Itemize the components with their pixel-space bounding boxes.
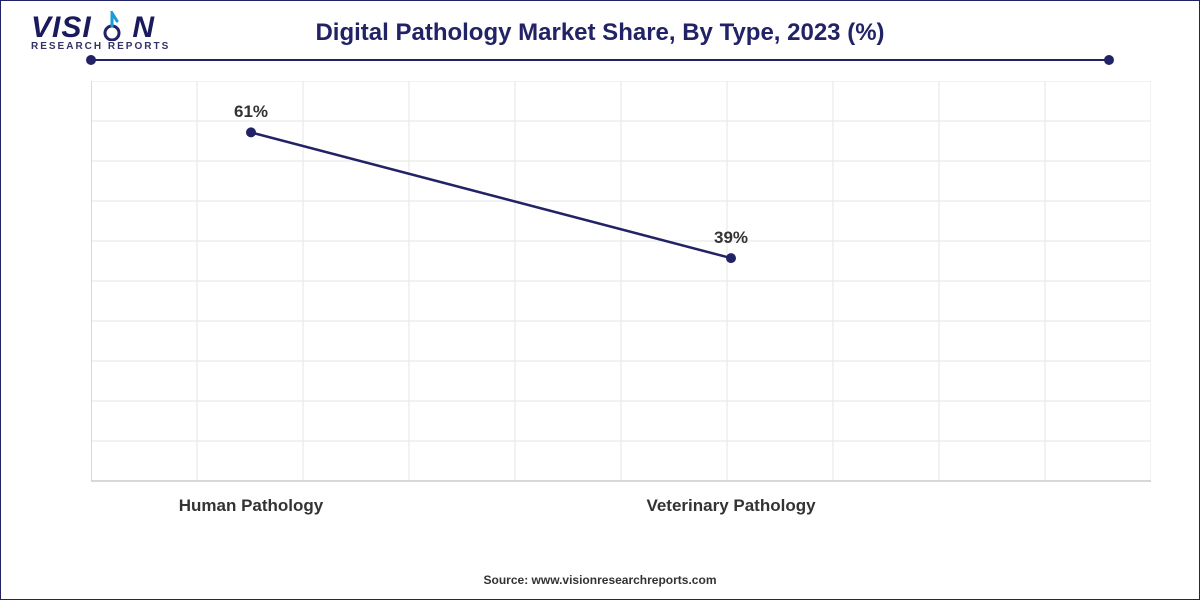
xtick-1: Veterinary Pathology bbox=[646, 496, 816, 515]
chart-container: VISI N RESEARCH REPORTS Digital Patholog… bbox=[0, 0, 1200, 600]
chart-svg: 0 7 14 21 28 35 42 49 56 63 70 61% 39% H… bbox=[91, 81, 1151, 521]
chart-area: 0 7 14 21 28 35 42 49 56 63 70 61% 39% H… bbox=[91, 81, 1151, 521]
marker-1 bbox=[726, 253, 736, 263]
title-underline bbox=[91, 59, 1109, 61]
marker-0 bbox=[246, 127, 256, 137]
series-line bbox=[251, 132, 731, 258]
source-text: Source: www.visionresearchreports.com bbox=[1, 573, 1199, 587]
data-label-0: 61% bbox=[234, 102, 268, 121]
chart-title: Digital Pathology Market Share, By Type,… bbox=[1, 19, 1199, 47]
xtick-0: Human Pathology bbox=[179, 496, 324, 515]
grid bbox=[91, 81, 1151, 481]
data-label-1: 39% bbox=[714, 228, 748, 247]
